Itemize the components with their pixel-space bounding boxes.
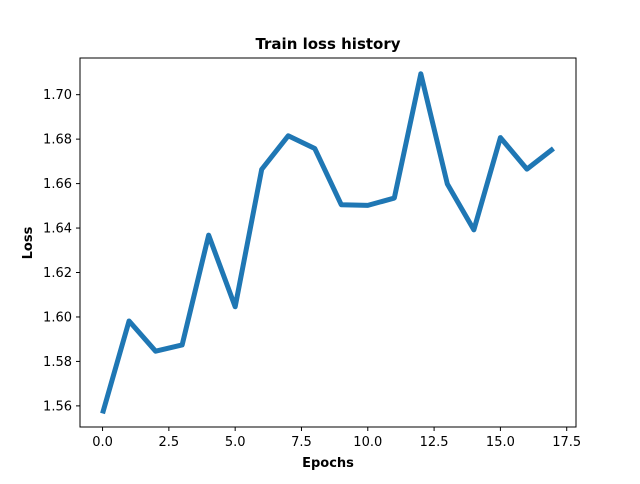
plot-frame [80,58,576,427]
y-tick-label: 1.60 [43,310,72,325]
y-axis: 1.56 1.58 1.60 1.62 1.64 1.66 1.68 1.70 [43,88,80,414]
x-tick-label: 0.0 [92,435,113,450]
x-tick-label: 12.5 [420,435,449,450]
x-tick-label: 15.0 [486,435,515,450]
y-tick-label: 1.62 [43,266,72,281]
x-tick-label: 2.5 [159,435,180,450]
y-tick-label: 1.56 [43,399,72,414]
x-tick-label: 17.5 [552,435,581,450]
y-tick-label: 1.58 [43,355,72,370]
chart-title: Train loss history [255,35,400,53]
x-axis-title: Epochs [302,456,354,471]
y-tick-label: 1.64 [43,222,72,237]
y-axis-title: Loss [21,226,36,259]
x-axis: 0.0 2.5 5.0 7.5 10.0 12.5 15.0 17.5 [92,427,581,450]
series-layer [102,74,553,414]
series-line [103,74,554,414]
x-tick-label: 5.0 [225,435,246,450]
x-tick-label: 10.0 [353,435,382,450]
y-tick-label: 1.68 [43,133,72,148]
x-tick-label: 7.5 [291,435,312,450]
y-tick-label: 1.70 [43,88,72,103]
y-tick-label: 1.66 [43,177,72,192]
